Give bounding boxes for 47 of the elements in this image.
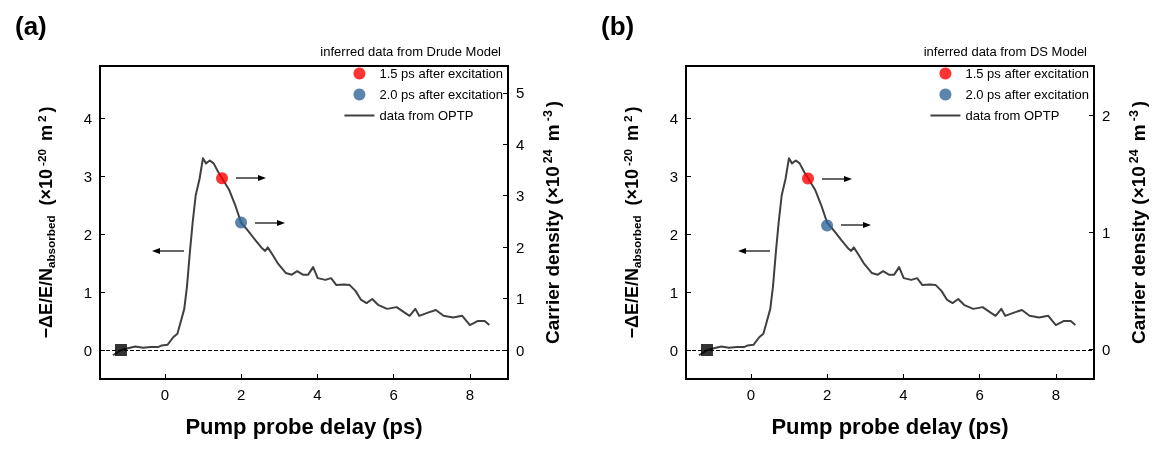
x-tick-label: 0 <box>160 386 169 403</box>
y2-tick-label: 0 <box>1102 341 1111 359</box>
chart-title: (b) <box>601 11 635 41</box>
x-tick-label: 2 <box>822 386 832 403</box>
y-tick-label: 0 <box>669 341 678 359</box>
y2-axis-title: Carrier density (×1024 m-3) <box>541 100 564 345</box>
y2-tick-label: 0 <box>516 341 525 359</box>
line-series <box>697 157 1077 357</box>
x-axis-title: Pump probe delay (ps) <box>771 413 1009 439</box>
y-tick-label: 2 <box>83 225 92 243</box>
legend-title: inferred data from Drude Model <box>320 44 502 59</box>
y2-tick-label: 2 <box>516 238 525 256</box>
y-tick-label: 3 <box>669 167 678 185</box>
x-axis-title: Pump probe delay (ps) <box>185 413 423 439</box>
y2-tick-label: 5 <box>516 84 525 102</box>
y-tick-label: 0 <box>83 341 92 359</box>
x-tick-label: 2 <box>236 386 246 403</box>
x-tick-label: 6 <box>975 386 984 403</box>
y-tick-label: 4 <box>83 109 92 127</box>
y2-tick-label: 3 <box>516 187 525 205</box>
y2-tick-label: 1 <box>1102 223 1111 241</box>
legend-label: 2.0 ps after excitation <box>379 87 504 102</box>
y-tick-label: 1 <box>83 283 92 301</box>
y-axis-title: −ΔE/E/Nabsorbed (×10-20 m2) <box>34 106 57 339</box>
chart-title: (a) <box>15 11 47 41</box>
legend-label: data from OPTP <box>965 108 1060 123</box>
y2-tick-label: 1 <box>516 290 525 308</box>
x-tick-label: 4 <box>313 386 322 403</box>
x-tick-label: 8 <box>465 386 475 403</box>
y-axis-title: −ΔE/E/Nabsorbed (×10-20 m2) <box>620 106 643 339</box>
y-tick-label: 1 <box>669 283 678 301</box>
y-tick-label: 3 <box>83 167 92 185</box>
line-series <box>111 157 491 357</box>
x-tick-label: 6 <box>389 386 398 403</box>
legend-label: data from OPTP <box>379 108 474 123</box>
y2-tick-label: 2 <box>1102 106 1111 124</box>
legend-title: inferred data from DS Model <box>923 44 1088 59</box>
legend-label: 1.5 ps after excitation <box>379 66 504 81</box>
x-tick-label: 4 <box>899 386 908 403</box>
y-tick-label: 2 <box>669 225 678 243</box>
y-tick-label: 4 <box>669 109 678 127</box>
x-tick-label: 8 <box>1051 386 1061 403</box>
legend-label: 1.5 ps after excitation <box>965 66 1090 81</box>
y2-axis-title: Carrier density (×1024 m-3) <box>1127 100 1150 345</box>
legend-label: 2.0 ps after excitation <box>965 87 1090 102</box>
x-tick-label: 0 <box>746 386 755 403</box>
y2-tick-label: 4 <box>516 135 525 153</box>
